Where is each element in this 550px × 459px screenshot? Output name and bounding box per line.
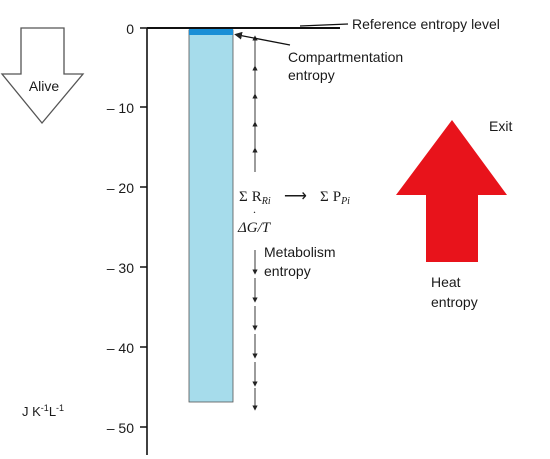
compartmentation-label: Compartmentation: [288, 49, 403, 65]
compartmentation-label-line2: entropy: [288, 67, 335, 83]
metabolism-label-line2: entropy: [264, 263, 311, 279]
reaction-reactants: Σ RRi: [239, 189, 271, 207]
tick-label: – 20: [107, 180, 134, 196]
reaction-dot: .: [253, 202, 256, 216]
y-axis-tick-labels: 0 – 10 – 20 – 30 – 40 – 50: [107, 21, 134, 436]
tick-label: – 10: [107, 100, 134, 116]
tick-label: 0: [126, 21, 134, 37]
compartmentation-pointer-arrow: [234, 31, 291, 46]
compartmentation-entropy-band: [189, 29, 233, 35]
reaction-equation: Σ RRi ⟶ Σ PPi . ΔG/T: [237, 188, 350, 236]
unit-label: J K-1L-1: [22, 403, 64, 419]
alive-arrow-icon: [0, 27, 85, 125]
reference-pointer-line: [299, 23, 349, 27]
tick-label: – 50: [107, 420, 134, 436]
heat-arrow-icon: [396, 120, 507, 262]
tick-label: – 30: [107, 260, 134, 276]
y-axis-ticks: [140, 27, 147, 428]
metabolism-label: Metabolism: [264, 244, 336, 260]
heat-label: Heat: [431, 274, 461, 290]
free-energy-term: ΔG/T: [237, 220, 272, 236]
exit-label: Exit: [489, 118, 512, 134]
metabolism-entropy-bar: [188, 29, 234, 403]
reference-label: Reference entropy level: [352, 16, 500, 32]
alive-label: Alive: [29, 78, 60, 94]
reaction-products: Σ PPi: [320, 189, 350, 207]
tick-label: – 40: [107, 340, 134, 356]
reaction-arrow: ⟶: [284, 188, 307, 205]
heat-label-line2: entropy: [431, 294, 478, 310]
